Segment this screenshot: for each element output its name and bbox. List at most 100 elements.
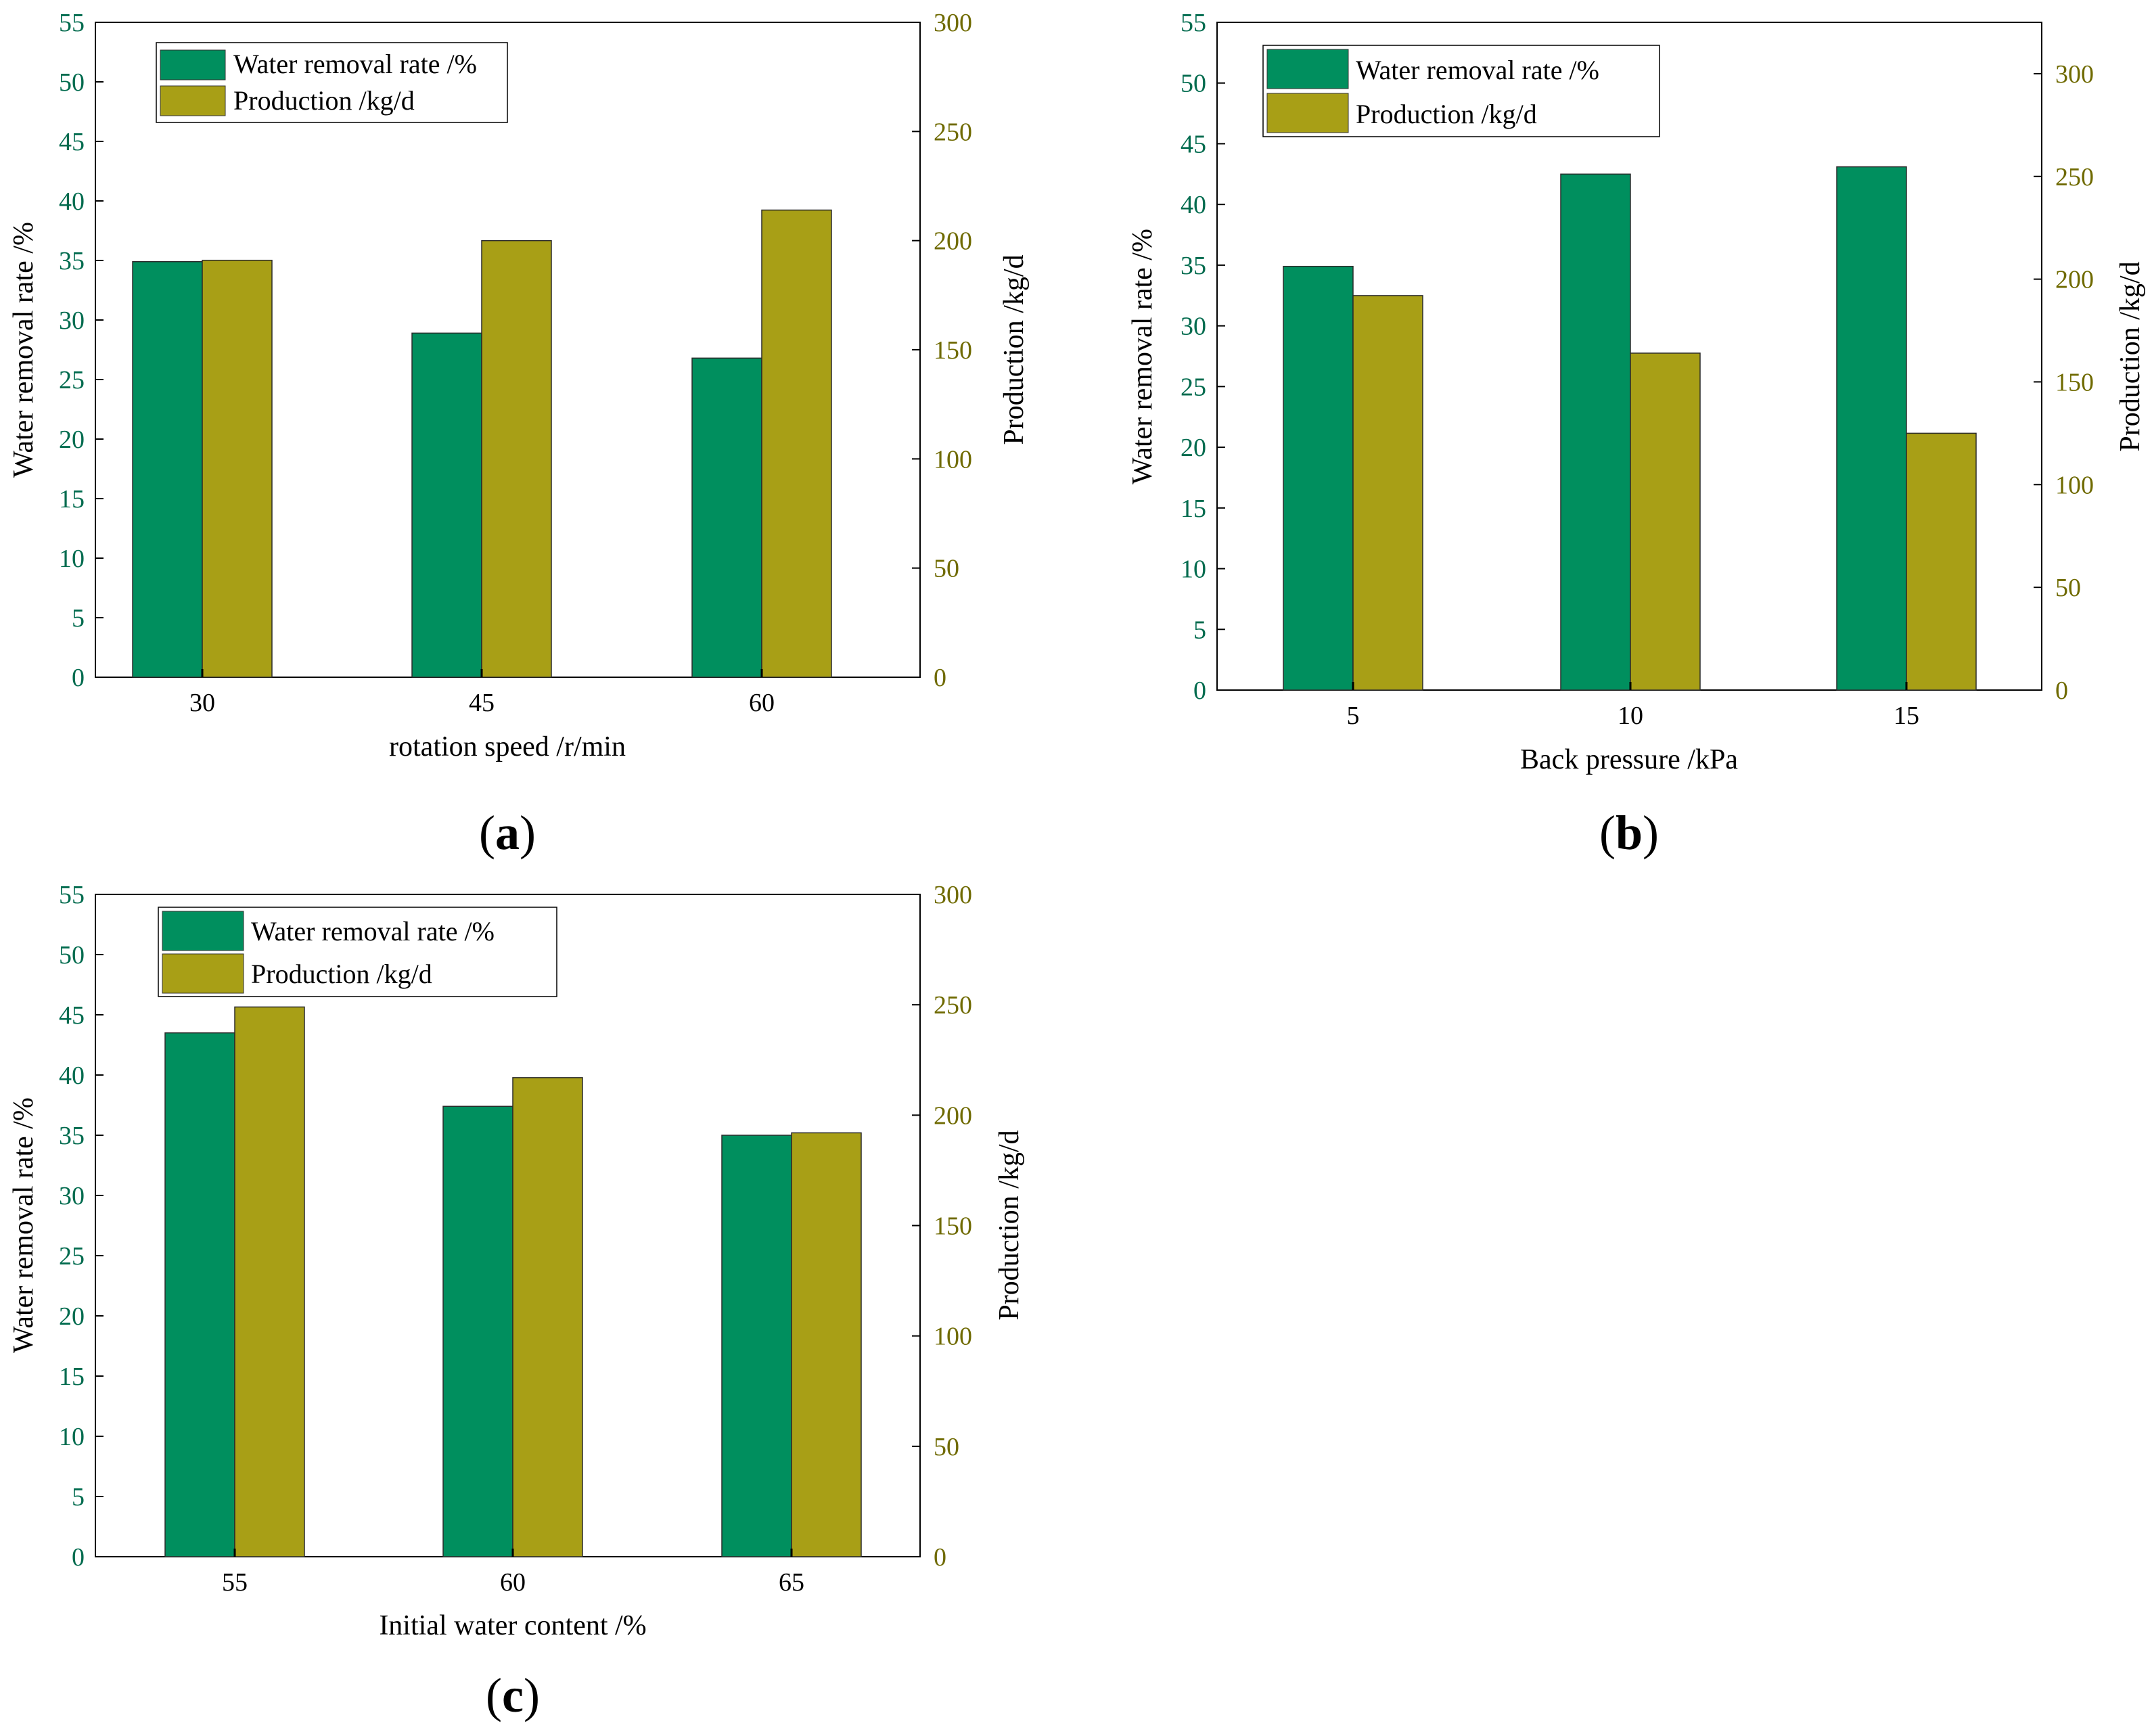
left-axis: 0 5 10 15 20 25 30 35 40 45 50 55 <box>59 881 104 1572</box>
panel-letter: a <box>495 806 520 860</box>
y-tick-label-right: 200 <box>934 227 972 256</box>
y-tick-label-left: 35 <box>59 247 85 275</box>
y-tick-label-left: 10 <box>1181 555 1206 584</box>
x-tick-label: 55 <box>222 1568 248 1597</box>
bar-production <box>234 1006 305 1557</box>
legend-swatch-production <box>1266 93 1349 133</box>
y-tick-label-right: 100 <box>934 1323 972 1351</box>
bar-production <box>1352 295 1423 691</box>
y-tick-label-right: 150 <box>2055 368 2094 396</box>
bar-water-removal-rate <box>1836 166 1907 691</box>
panel-letter: b <box>1616 806 1643 860</box>
y-tick-label-right: 150 <box>934 336 972 365</box>
bars <box>132 209 832 678</box>
y-tick-label-left: 35 <box>1181 252 1206 280</box>
y-tick-label-right: 250 <box>934 991 972 1020</box>
x-axis-title: Back pressure /kPa <box>1520 744 1738 775</box>
y-tick-label-left: 45 <box>59 128 85 156</box>
legend: Water removal rate /% Production /kg/d <box>158 907 557 997</box>
bar-production <box>761 209 832 678</box>
legend-label-production: Production /kg/d <box>233 85 415 116</box>
x-tick-label: 15 <box>1894 702 1919 730</box>
legend: Water removal rate /% Production /kg/d <box>156 42 508 123</box>
y-tick-label-left: 50 <box>59 941 85 969</box>
bar-water-removal-rate <box>164 1032 235 1557</box>
y-tick-label-left: 5 <box>1193 616 1206 644</box>
y-tick-label-left: 5 <box>72 604 85 633</box>
x-tick-label: 30 <box>189 689 215 717</box>
y-tick-label-left: 0 <box>72 1543 85 1572</box>
left-axis: 0 5 10 15 20 25 30 35 40 45 50 55 <box>1181 9 1225 705</box>
y-tick-label-left: 25 <box>1181 373 1206 401</box>
legend-swatch-production <box>162 953 244 994</box>
bar-water-removal-rate <box>721 1135 792 1557</box>
bar-production <box>481 239 552 678</box>
panel-label: (c) <box>486 1668 540 1722</box>
y-tick-label-left: 40 <box>1181 191 1206 219</box>
legend-label-production: Production /kg/d <box>251 959 432 989</box>
left-axis: 0 5 10 15 20 25 30 35 40 45 50 55 <box>59 9 104 692</box>
x-axis: 55 60 65 <box>222 1549 804 1597</box>
y-tick-label-left: 50 <box>1181 70 1206 98</box>
y-tick-label-left: 20 <box>59 1302 85 1331</box>
x-tick-label: 60 <box>500 1568 526 1597</box>
y-axis-title-right: Production /kg/d <box>2115 261 2146 451</box>
right-axis: 0 50 100 150 200 250 300 <box>912 9 972 692</box>
x-tick-label: 10 <box>1618 702 1643 730</box>
panel-a: 0 5 10 15 20 25 30 35 40 45 50 55 0 50 100 150 200 250 30… <box>8 9 1030 860</box>
bar-production <box>1906 432 1977 691</box>
y-tick-label-left: 15 <box>59 485 85 513</box>
bar-production <box>202 259 273 678</box>
panel-c: 0 5 10 15 20 25 30 35 40 45 50 55 0 50 100 150 200 250 30… <box>8 881 1025 1722</box>
x-axis-title: rotation speed /r/min <box>389 731 626 762</box>
x-axis: 30 45 60 <box>189 669 775 717</box>
right-axis: 0 50 100 150 200 250 300 <box>912 881 972 1572</box>
y-tick-label-right: 300 <box>934 9 972 37</box>
bar-water-removal-rate <box>132 261 203 678</box>
legend-label-production: Production /kg/d <box>1356 99 1537 129</box>
bar-production <box>791 1132 862 1557</box>
x-tick-label: 65 <box>779 1568 804 1597</box>
y-tick-label-left: 30 <box>1181 313 1206 341</box>
y-tick-label-left: 45 <box>1181 130 1206 158</box>
bar-water-removal-rate <box>411 332 482 678</box>
legend-swatch-water <box>1266 49 1349 89</box>
panel-letter: c <box>502 1668 524 1722</box>
x-tick-label: 5 <box>1347 702 1360 730</box>
y-tick-label-right: 50 <box>2055 574 2081 602</box>
bar-water-removal-rate <box>691 357 762 678</box>
y-tick-label-left: 55 <box>59 881 85 909</box>
x-axis: 5 10 15 <box>1347 682 1919 730</box>
panel-b: 0 5 10 15 20 25 30 35 40 45 50 55 0 50 100 150 200 250 30… <box>1127 9 2146 860</box>
legend-label-water: Water removal rate /% <box>1356 55 1599 85</box>
y-tick-label-right: 0 <box>934 1543 946 1572</box>
y-tick-label-left: 30 <box>59 306 85 335</box>
y-tick-label-left: 30 <box>59 1182 85 1210</box>
y-tick-label-left: 55 <box>1181 9 1206 37</box>
x-tick-label: 60 <box>749 689 775 717</box>
y-tick-label-left: 40 <box>59 187 85 216</box>
bar-water-removal-rate <box>1283 265 1354 691</box>
y-tick-label-left: 55 <box>59 9 85 37</box>
legend-swatch-water <box>160 49 226 81</box>
x-axis-title: Initial water content /% <box>379 1610 646 1641</box>
y-tick-label-left: 10 <box>59 1423 85 1451</box>
x-tick-label: 45 <box>469 689 495 717</box>
y-tick-label-left: 15 <box>1181 495 1206 523</box>
y-tick-label-left: 20 <box>1181 434 1206 462</box>
legend-swatch-production <box>160 85 226 116</box>
y-axis-title-right: Production /kg/d <box>994 1130 1025 1320</box>
y-tick-label-left: 15 <box>59 1363 85 1391</box>
legend: Water removal rate /% Production /kg/d <box>1262 45 1660 137</box>
y-tick-label-right: 200 <box>934 1101 972 1130</box>
y-tick-label-left: 5 <box>72 1483 85 1511</box>
y-tick-label-left: 0 <box>1193 677 1206 705</box>
y-axis-title-right: Production /kg/d <box>999 254 1030 444</box>
right-axis: 0 50 100 150 200 250 300 <box>2034 60 2094 705</box>
y-tick-label-left: 0 <box>72 664 85 692</box>
y-tick-label-right: 150 <box>934 1212 972 1241</box>
y-tick-label-right: 50 <box>934 555 959 583</box>
y-tick-label-right: 100 <box>934 445 972 474</box>
bars <box>1283 166 1977 691</box>
